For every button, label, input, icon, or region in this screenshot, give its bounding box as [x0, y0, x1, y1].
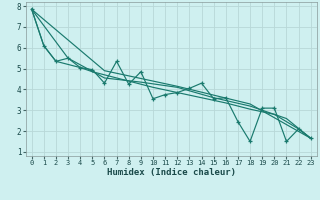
X-axis label: Humidex (Indice chaleur): Humidex (Indice chaleur)	[107, 168, 236, 177]
